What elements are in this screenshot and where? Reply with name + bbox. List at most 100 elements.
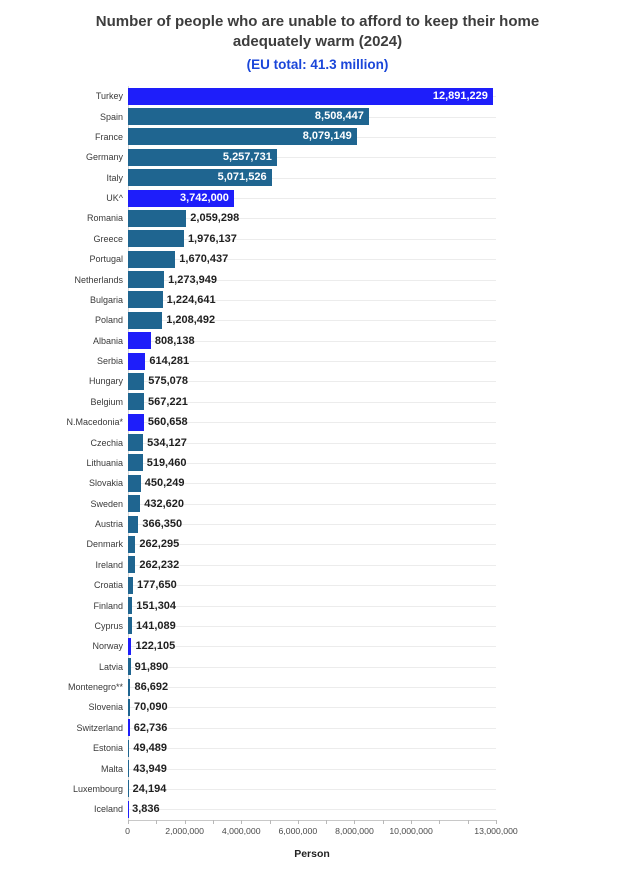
bar-italy: 5,071,526 (128, 169, 272, 187)
bar-poland (128, 311, 163, 329)
value-label: 24,194 (132, 782, 167, 795)
bar-row: Malta 43,949 (0, 758, 635, 778)
axis-tick-label: 13,000,000 (474, 826, 518, 837)
bar-row: Romania 2,059,298 (0, 208, 635, 228)
bar-row: Cyprus 141,089 (0, 616, 635, 636)
category-label: France (94, 131, 123, 142)
axis-tick (297, 820, 299, 825)
bar-track: 3,742,000 (128, 188, 496, 208)
bar-slovenia (128, 698, 130, 716)
category-label: Serbia (96, 356, 123, 367)
bar-ireland (128, 556, 136, 574)
category-label: Portugal (89, 254, 123, 265)
bar-track: 43,949 (128, 758, 496, 778)
bar-track: 3,836 (128, 799, 496, 819)
value-label: 8,079,149 (302, 130, 352, 143)
category-label: Iceland (93, 804, 123, 815)
category-label: Czechia (90, 437, 123, 448)
bar-row: Austria 366,350 (0, 514, 635, 534)
bar-track: 122,105 (128, 636, 496, 656)
category-label: Turkey (95, 91, 123, 102)
bar-norway (128, 637, 132, 655)
axis-tick (439, 820, 441, 825)
chart-subtitle: (EU total: 41.3 million) (246, 57, 389, 72)
value-label: 122,105 (135, 640, 176, 653)
axis-tick (156, 820, 158, 825)
bar-track: 366,350 (128, 514, 496, 534)
axis-tick-label: 10,000,000 (389, 826, 433, 837)
bar-track: 1,224,641 (128, 290, 496, 310)
axis-tick (241, 820, 243, 825)
bar-track: 151,304 (128, 595, 496, 615)
category-label: Germany (85, 152, 123, 163)
bar-malta (128, 760, 130, 778)
bar-portugal (128, 250, 176, 268)
category-label: Romania (86, 213, 123, 224)
bar-track: 1,670,437 (128, 249, 496, 269)
category-label: Norway (92, 641, 123, 652)
value-label: 1,208,492 (166, 314, 216, 327)
bar-finland (128, 597, 133, 615)
axis-tick (128, 820, 129, 825)
bar-row: Belgium 567,221 (0, 392, 635, 412)
bar-croatia (128, 576, 134, 594)
bar-track: 1,273,949 (128, 269, 496, 289)
x-axis-title: Person (294, 848, 330, 861)
bar-luxembourg (128, 780, 129, 798)
bar-row: Albania 808,138 (0, 331, 635, 351)
axis-tick (269, 820, 271, 825)
bar-track: 808,138 (128, 331, 496, 351)
bar-track: 614,281 (128, 351, 496, 371)
value-label: 8,508,447 (314, 110, 364, 123)
category-label: Lithuania (86, 457, 123, 468)
value-label: 86,692 (134, 681, 169, 694)
bar-sweden (128, 495, 141, 513)
axis-tick-label: 8,000,000 (335, 826, 374, 837)
value-label: 534,127 (147, 436, 187, 449)
bar-track: 141,089 (128, 616, 496, 636)
axis-tick (354, 820, 356, 825)
value-label: 560,658 (147, 416, 188, 429)
category-label: Sweden (90, 498, 123, 509)
bar-row: Spain 8,508,447 (0, 106, 635, 126)
axis-tick-label: 4,000,000 (221, 826, 261, 837)
bar-row: Slovenia 70,090 (0, 697, 635, 717)
value-label: 3,836 (132, 803, 160, 816)
bar-row: Norway 122,105 (0, 636, 635, 656)
value-label: 70,090 (133, 701, 168, 714)
category-label: N.Macedonia* (66, 417, 123, 428)
category-label: Finland (93, 600, 123, 611)
bar-uk: 3,742,000 (128, 189, 234, 207)
category-label: Slovenia (88, 702, 123, 713)
bar-track: 8,079,149 (128, 127, 496, 147)
bar-estonia (128, 739, 130, 757)
category-label: Croatia (93, 580, 123, 591)
value-label: 91,890 (134, 660, 169, 673)
value-label: 62,736 (133, 721, 168, 734)
bar-row: Slovakia 450,249 (0, 473, 635, 493)
value-label: 450,249 (144, 477, 185, 490)
bar-row: Finland 151,304 (0, 595, 635, 615)
bar-row: Switzerland 62,736 (0, 718, 635, 738)
bar-track: 567,221 (128, 392, 496, 412)
bar-track: 262,232 (128, 555, 496, 575)
bar-row: Germany 5,257,731 (0, 147, 635, 167)
bar-track: 534,127 (128, 432, 496, 452)
bar-track: 91,890 (128, 657, 496, 677)
bar-row: Portugal 1,670,437 (0, 249, 635, 269)
axis-tick (212, 820, 214, 825)
bar-netherlands (128, 271, 165, 289)
category-label: Belgium (90, 396, 123, 407)
value-label: 1,273,949 (168, 273, 217, 286)
value-label: 12,891,229 (432, 89, 488, 102)
category-label: Netherlands (74, 274, 123, 285)
axis-tick (411, 820, 413, 825)
axis-tick-label: 6,000,000 (278, 826, 318, 837)
bar-row: Iceland 3,836 (0, 799, 635, 819)
value-label: 2,059,298 (190, 212, 240, 225)
axis-tick-label: 0 (125, 826, 130, 837)
category-label: Bulgaria (89, 294, 123, 305)
category-label: UK^ (106, 193, 123, 204)
bar-track: 450,249 (128, 473, 496, 493)
